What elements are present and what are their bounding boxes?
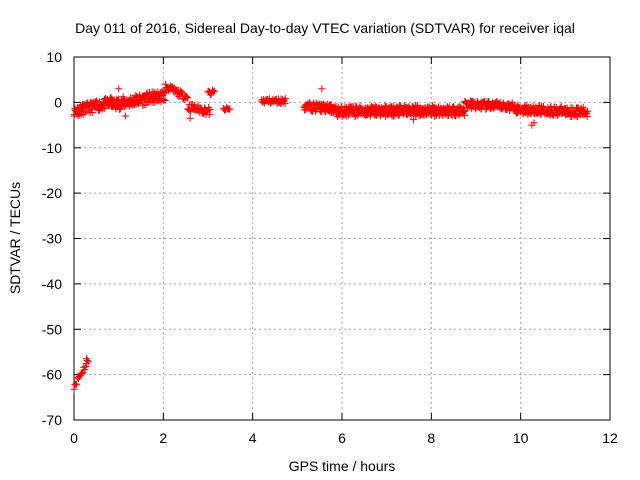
data-point [82, 362, 90, 370]
y-tick-label: -30 [42, 231, 62, 247]
data-point [281, 100, 289, 108]
data-point [160, 95, 168, 103]
data-point [116, 105, 124, 113]
y-tick-label: 0 [54, 94, 62, 110]
data-point [206, 105, 214, 113]
y-tick-label: -50 [42, 321, 62, 337]
data-point [92, 97, 100, 105]
data-point [82, 108, 90, 116]
y-tick-label: -70 [42, 412, 62, 428]
data-point [280, 96, 288, 104]
data-points [70, 80, 592, 393]
data-point [115, 85, 123, 93]
y-tick-label: 10 [46, 49, 62, 65]
y-tick-label: -20 [42, 185, 62, 201]
data-point [197, 104, 205, 112]
data-point [282, 95, 290, 103]
x-tick-label: 6 [338, 430, 346, 446]
y-axis: 10 0 -10 -20 -30 -40 -50 -60 -70 [42, 49, 610, 428]
data-point [178, 88, 186, 96]
data-point [121, 112, 129, 120]
data-point [70, 385, 78, 393]
y-tick-label: -10 [42, 140, 62, 156]
data-point [584, 107, 592, 115]
data-point [95, 106, 103, 114]
data-point [461, 112, 469, 120]
data-point [208, 86, 216, 94]
data-point [318, 85, 326, 93]
y-tick-label: -40 [42, 276, 62, 292]
data-point [88, 109, 96, 117]
data-point [150, 89, 158, 97]
data-point [161, 88, 169, 96]
x-tick-label: 10 [513, 430, 529, 446]
data-point [83, 355, 91, 363]
data-point [513, 109, 521, 117]
data-point [83, 356, 91, 364]
chart-title: Day 011 of 2016, Sidereal Day-to-day VTE… [75, 20, 575, 36]
data-point [226, 105, 234, 113]
data-point [210, 87, 218, 95]
data-point [557, 102, 565, 110]
data-point [409, 116, 417, 124]
data-point [521, 102, 529, 110]
data-point [184, 94, 192, 102]
data-point [209, 88, 217, 96]
x-tick-label: 0 [70, 430, 78, 446]
data-point [161, 96, 169, 104]
data-point [182, 92, 190, 100]
data-point [78, 369, 86, 377]
x-tick-label: 2 [159, 430, 167, 446]
x-axis-label: GPS time / hours [289, 458, 396, 474]
data-point [338, 102, 346, 110]
data-point [205, 110, 213, 118]
data-point [73, 380, 81, 388]
y-tick-label: -60 [42, 367, 62, 383]
x-tick-label: 8 [427, 430, 435, 446]
data-point [81, 366, 89, 374]
x-tick-label: 4 [249, 430, 257, 446]
data-point [84, 358, 92, 366]
x-axis: 0 2 4 6 8 10 12 [70, 57, 618, 446]
data-point [530, 119, 538, 127]
data-point [186, 114, 194, 122]
y-axis-label: SDTVAR / TECUs [7, 182, 23, 294]
x-tick-label: 12 [602, 430, 618, 446]
